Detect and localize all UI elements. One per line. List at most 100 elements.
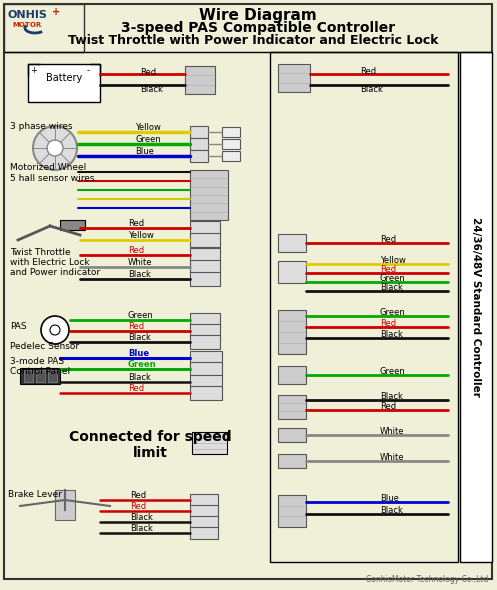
Text: Black: Black — [380, 283, 403, 292]
Text: Control Panel: Control Panel — [10, 367, 70, 376]
Text: Black: Black — [360, 85, 383, 94]
Text: Yellow: Yellow — [128, 231, 154, 240]
Bar — [190, 138, 208, 150]
Bar — [190, 335, 220, 349]
Text: Red: Red — [130, 502, 146, 511]
Text: Black: Black — [130, 524, 153, 533]
Bar — [278, 395, 306, 419]
Text: Motorized Wheel: Motorized Wheel — [10, 163, 86, 172]
Text: 24/36/48V Standard Controller: 24/36/48V Standard Controller — [471, 217, 481, 397]
Bar — [190, 324, 220, 338]
Text: Red: Red — [360, 67, 376, 76]
Text: Red: Red — [128, 322, 144, 331]
Text: with Electric Lock: with Electric Lock — [10, 258, 89, 267]
Bar — [222, 127, 240, 137]
Text: White: White — [128, 258, 153, 267]
Bar — [190, 272, 220, 286]
Bar — [460, 52, 492, 562]
Text: 3 phase wires: 3 phase wires — [10, 122, 73, 131]
Bar — [190, 375, 222, 389]
Bar — [222, 139, 240, 149]
Text: +: + — [30, 66, 37, 75]
Bar — [278, 366, 306, 384]
Bar — [190, 505, 218, 517]
Bar — [270, 52, 458, 562]
Text: Black: Black — [130, 513, 153, 522]
Bar — [190, 221, 220, 235]
Text: MOTOR: MOTOR — [12, 22, 41, 28]
Bar — [20, 368, 60, 384]
Bar — [278, 310, 306, 354]
Text: Black: Black — [128, 373, 151, 382]
Bar — [190, 386, 222, 400]
Text: Blue: Blue — [135, 147, 154, 156]
Text: Red: Red — [128, 384, 144, 393]
Text: Black: Black — [128, 270, 151, 279]
Text: Yellow: Yellow — [135, 123, 161, 132]
Bar — [48, 370, 57, 382]
Bar — [190, 362, 222, 376]
Bar — [278, 261, 306, 283]
Bar — [4, 4, 84, 52]
Text: Green: Green — [380, 274, 406, 283]
Text: Battery: Battery — [46, 73, 82, 83]
Text: White: White — [380, 427, 405, 436]
Bar — [278, 454, 306, 468]
Bar — [190, 260, 220, 274]
Bar — [60, 220, 85, 230]
Bar — [278, 64, 310, 92]
Bar — [278, 495, 306, 527]
Circle shape — [47, 140, 63, 156]
Text: +: + — [52, 7, 60, 17]
Text: Red: Red — [380, 265, 396, 274]
Text: Black: Black — [380, 392, 403, 401]
Text: Green: Green — [135, 135, 161, 144]
Text: Blue: Blue — [128, 349, 149, 358]
Text: Black: Black — [140, 85, 163, 94]
Bar — [278, 428, 306, 442]
Text: Green: Green — [380, 367, 406, 376]
Text: Black: Black — [380, 506, 403, 515]
Bar — [185, 66, 215, 94]
Bar — [190, 170, 228, 220]
Bar — [24, 370, 33, 382]
Bar — [28, 64, 100, 102]
Bar — [222, 151, 240, 161]
Text: Red: Red — [380, 402, 396, 411]
Text: Red: Red — [380, 235, 396, 244]
Bar — [190, 248, 220, 262]
Text: and Power indicator: and Power indicator — [10, 268, 100, 277]
Text: Red: Red — [380, 319, 396, 328]
Text: Wire Diagram: Wire Diagram — [199, 8, 317, 23]
Text: Green: Green — [128, 360, 157, 369]
Text: PAS: PAS — [10, 322, 27, 331]
Text: Black: Black — [128, 333, 151, 342]
Text: Red: Red — [128, 219, 144, 228]
Text: Twist Throttle: Twist Throttle — [10, 248, 71, 257]
Text: 3-speed PAS Compatible Controller: 3-speed PAS Compatible Controller — [121, 21, 395, 35]
Text: Green: Green — [380, 308, 406, 317]
Bar — [192, 432, 227, 454]
Text: -: - — [86, 66, 89, 75]
Circle shape — [50, 325, 60, 335]
Text: Blue: Blue — [380, 494, 399, 503]
Bar — [190, 516, 218, 528]
Bar — [190, 126, 208, 138]
Text: ONHIS: ONHIS — [8, 10, 48, 20]
Text: 5 hall sensor wires: 5 hall sensor wires — [10, 174, 94, 183]
Bar — [190, 233, 220, 247]
Circle shape — [33, 126, 77, 170]
Text: Pedelec Sensor: Pedelec Sensor — [10, 342, 79, 351]
Text: Red: Red — [130, 491, 146, 500]
Text: White: White — [380, 453, 405, 462]
Text: Twist Throttle with Power Indicator and Electric Lock: Twist Throttle with Power Indicator and … — [68, 34, 438, 47]
Text: 3-mode PAS: 3-mode PAS — [10, 357, 64, 366]
Bar — [190, 313, 220, 327]
Text: Green: Green — [128, 311, 154, 320]
Bar — [190, 527, 218, 539]
Bar — [36, 370, 45, 382]
Bar — [55, 490, 75, 520]
Bar — [278, 234, 306, 252]
Bar — [190, 494, 218, 506]
Bar — [190, 351, 222, 365]
